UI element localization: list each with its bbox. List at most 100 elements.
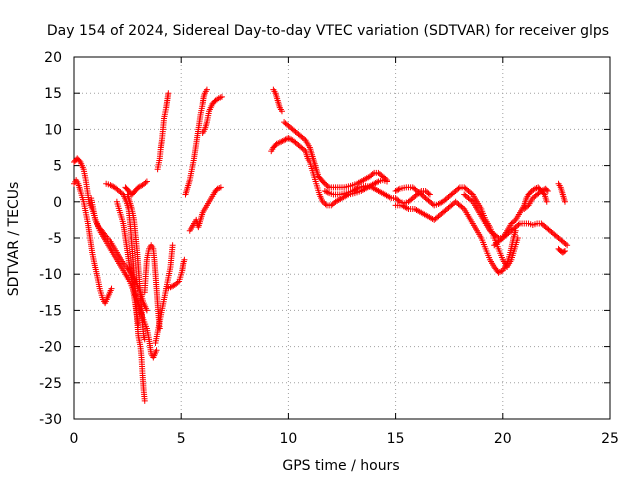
data-point-marker — [141, 336, 148, 343]
x-tick-label: 0 — [70, 431, 79, 447]
data-point-marker — [498, 268, 505, 275]
data-point-marker — [217, 184, 224, 191]
data-point-marker — [279, 137, 286, 144]
data-point-marker — [203, 86, 210, 93]
data-point-marker — [118, 190, 125, 197]
data-point-marker — [285, 135, 292, 142]
y-tick-label: 0 — [53, 195, 62, 211]
data-point-marker — [282, 136, 289, 143]
data-point-marker — [426, 191, 433, 198]
data-point-marker — [168, 283, 175, 290]
x-tick-label: 20 — [494, 431, 512, 447]
x-tick-label: 5 — [177, 431, 186, 447]
data-point-marker — [395, 186, 402, 193]
data-point-marker — [276, 139, 283, 146]
series-arc-10 — [152, 242, 176, 346]
data-point-marker — [495, 269, 502, 276]
x-tick-label: 10 — [279, 431, 297, 447]
data-point-marker — [141, 397, 148, 404]
series-arc-25 — [555, 245, 568, 256]
data-point-marker — [560, 248, 567, 255]
data-point-marker — [371, 180, 378, 187]
data-point-marker — [324, 183, 331, 190]
data-point-marker — [369, 171, 376, 178]
y-tick-label: -5 — [48, 231, 62, 247]
data-point-marker — [281, 137, 288, 144]
data-point-marker — [564, 242, 571, 249]
data-point-marker — [218, 93, 225, 100]
data-point-marker — [562, 241, 569, 248]
data-point-marker — [331, 200, 338, 207]
y-tick-label: 15 — [44, 86, 62, 102]
data-point-marker — [323, 188, 330, 195]
y-tick-label: 10 — [44, 122, 62, 138]
data-point-marker — [143, 307, 150, 314]
data-point-marker — [136, 183, 143, 190]
data-point-marker — [561, 248, 568, 255]
data-point-marker — [384, 177, 391, 184]
data-point-marker — [142, 179, 149, 186]
data-point-marker — [524, 203, 531, 210]
series-arc-24 — [555, 180, 568, 205]
data-point-marker — [459, 204, 466, 211]
data-point-marker — [324, 189, 331, 196]
data-point-marker — [322, 201, 329, 208]
data-point-marker — [494, 233, 501, 240]
data-point-marker — [278, 108, 285, 115]
data-point-marker — [143, 178, 150, 185]
series-arc-17 — [281, 119, 391, 191]
data-point-marker — [169, 242, 176, 249]
x-tick-label: 15 — [387, 431, 405, 447]
series-arc-12 — [182, 86, 210, 198]
series-arc-05 — [113, 198, 142, 328]
data-point-marker — [372, 179, 379, 186]
plot-border — [73, 56, 611, 420]
y-tick-label: -20 — [39, 340, 62, 356]
y-tick-label: -15 — [39, 303, 62, 319]
data-point-marker — [286, 135, 293, 142]
data-point-marker — [174, 279, 181, 286]
x-tick-label: 25 — [601, 431, 619, 447]
data-point-marker — [394, 187, 401, 194]
data-point-marker — [468, 197, 475, 204]
data-point-marker — [301, 136, 308, 143]
data-point-marker — [543, 198, 550, 205]
series-arc-03 — [88, 195, 160, 361]
y-tick-label: 20 — [44, 50, 62, 66]
data-point-marker — [108, 285, 115, 292]
chart-title: Day 154 of 2024, Sidereal Day-to-day VTE… — [47, 23, 609, 39]
data-point-marker — [165, 90, 172, 97]
data-point-marker — [278, 138, 285, 145]
series-arc-13 — [199, 93, 225, 137]
data-point-marker — [382, 175, 389, 182]
x-axis-label: GPS time / hours — [282, 458, 399, 474]
data-point-marker — [153, 347, 160, 354]
data-point-marker — [108, 182, 115, 189]
data-point-marker — [425, 190, 432, 197]
data-point-marker — [468, 190, 475, 197]
data-point-marker — [515, 221, 522, 228]
data-point-marker — [544, 187, 551, 194]
series-arc-04 — [103, 180, 148, 404]
series-arc-15 — [270, 86, 285, 115]
data-point-marker — [374, 179, 381, 186]
data-point-marker — [436, 200, 443, 207]
data-point-marker — [511, 218, 518, 225]
y-tick-label: -30 — [39, 412, 62, 428]
data-point-marker — [455, 185, 462, 192]
series-arc-18 — [321, 182, 433, 207]
series-arc-20 — [392, 198, 519, 276]
data-point-marker — [107, 182, 114, 189]
series-arc-14 — [186, 184, 224, 234]
y-tick-label: -25 — [39, 376, 62, 392]
data-point-marker — [561, 198, 568, 205]
data-point-marker — [498, 236, 505, 243]
data-point-marker — [435, 200, 442, 207]
series-arc-02 — [71, 177, 115, 307]
data-point-marker — [496, 269, 503, 276]
y-tick-label: 5 — [53, 159, 62, 175]
data-point-marker — [76, 157, 83, 164]
data-point-marker — [135, 184, 142, 191]
data-point-marker — [167, 284, 174, 291]
